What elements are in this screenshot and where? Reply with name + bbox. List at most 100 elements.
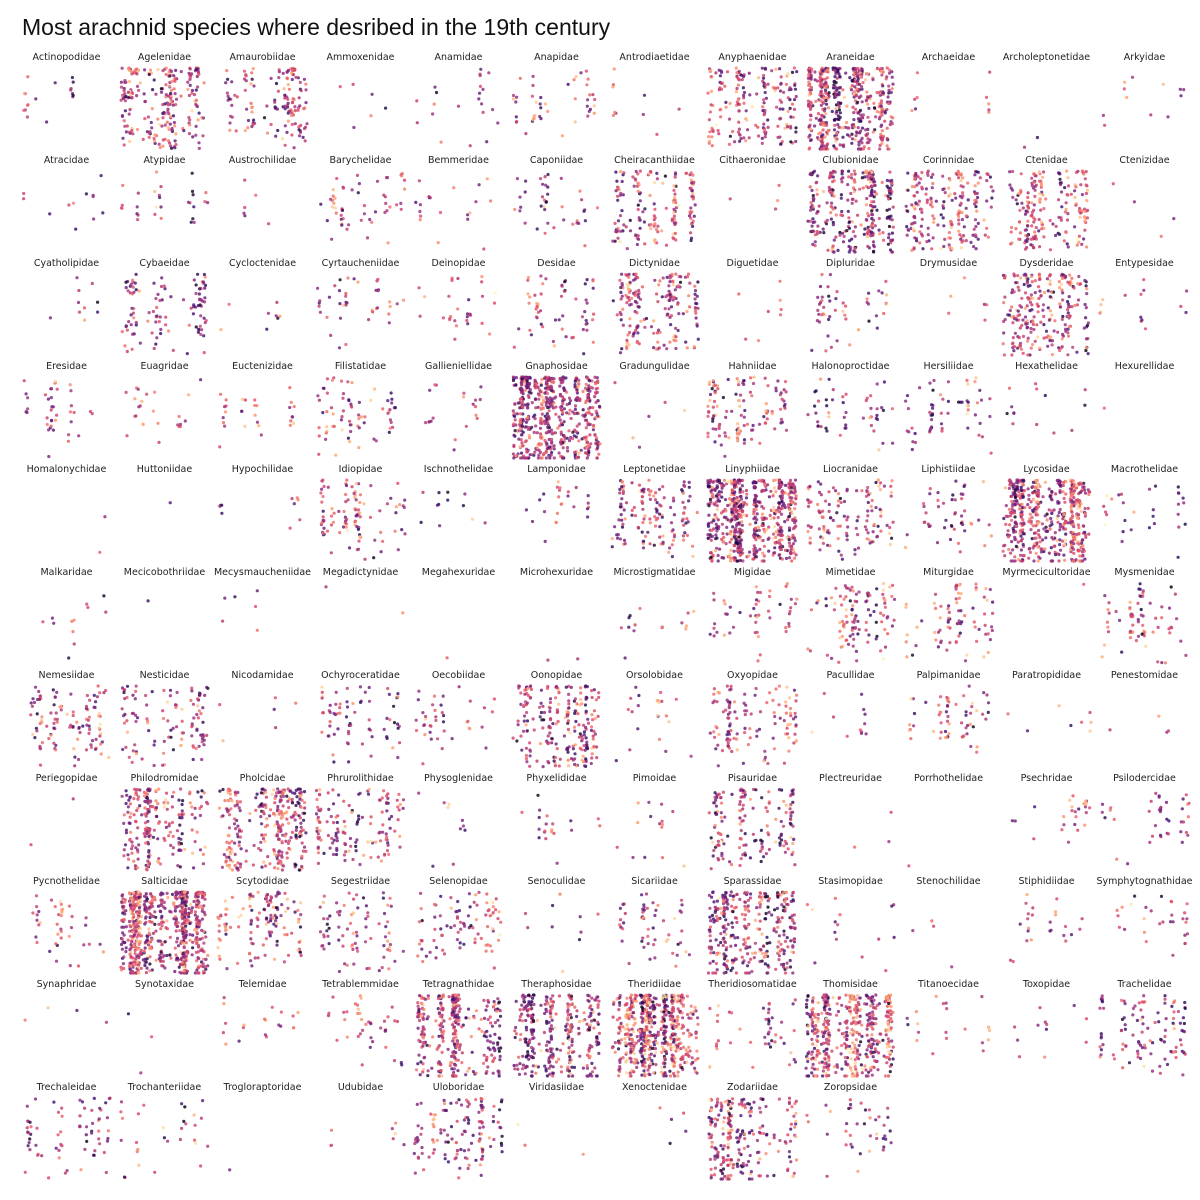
species-point: [779, 307, 783, 312]
species-point: [188, 67, 192, 71]
species-point: [221, 416, 225, 420]
species-point: [767, 495, 771, 499]
species-point: [283, 143, 287, 147]
species-point: [877, 448, 881, 452]
species-point: [169, 88, 174, 92]
species-point: [1060, 345, 1064, 349]
species-point: [437, 491, 441, 495]
species-point: [428, 196, 432, 200]
species-point: [715, 508, 719, 512]
species-point: [518, 444, 522, 449]
species-point: [920, 232, 924, 236]
species-point: [769, 489, 773, 493]
species-point: [1070, 305, 1074, 309]
species-point: [584, 451, 588, 455]
species-point: [782, 388, 786, 392]
species-point: [724, 434, 728, 438]
species-point: [738, 132, 742, 137]
species-point: [588, 433, 592, 437]
species-point: [584, 382, 588, 386]
species-point: [1046, 289, 1050, 293]
species-point: [887, 71, 892, 75]
species-point: [829, 345, 833, 349]
species-point: [419, 520, 423, 524]
species-point: [577, 221, 581, 225]
species-point: [757, 134, 761, 138]
species-point: [867, 171, 871, 176]
species-point: [135, 127, 139, 132]
panel-huttoniidae: Huttoniidae: [118, 464, 211, 564]
species-point: [683, 531, 687, 535]
species-point: [544, 431, 548, 435]
species-point: [718, 74, 722, 78]
species-point: [641, 487, 645, 491]
species-point: [554, 395, 558, 399]
species-point: [913, 440, 918, 445]
species-point: [643, 534, 648, 538]
species-point: [522, 380, 526, 384]
species-point: [338, 85, 342, 89]
panel-title-halonoproctidae: Halonoproctidae: [811, 361, 890, 372]
species-point: [438, 210, 443, 215]
species-point: [122, 89, 126, 93]
species-point: [1142, 278, 1146, 282]
species-point: [561, 410, 565, 415]
species-point: [683, 506, 687, 510]
species-point: [347, 398, 351, 403]
species-point: [379, 550, 383, 554]
species-point: [885, 184, 889, 188]
panel-title-actinopodidae: Actinopodidae: [32, 52, 101, 63]
panel-plot-anamidae: [415, 67, 500, 148]
species-point: [667, 284, 671, 288]
species-point: [206, 201, 210, 205]
species-point: [519, 205, 523, 209]
species-point: [154, 170, 159, 174]
species-point: [654, 491, 658, 495]
species-point: [816, 209, 820, 214]
species-point: [663, 400, 667, 404]
species-point: [714, 71, 718, 75]
species-point: [727, 117, 732, 121]
species-point: [538, 102, 542, 106]
species-point: [1050, 339, 1054, 343]
species-point: [707, 410, 711, 414]
species-point: [711, 379, 715, 383]
species-point: [884, 279, 888, 283]
species-point: [677, 312, 681, 316]
species-point: [321, 478, 325, 482]
species-point: [676, 204, 680, 208]
panel-plot-hahniidae: [706, 375, 789, 458]
species-point: [711, 417, 715, 421]
species-point: [560, 205, 564, 209]
species-point: [689, 236, 694, 240]
species-point: [762, 527, 766, 531]
species-point: [151, 309, 155, 314]
species-point: [910, 109, 914, 113]
species-point: [883, 119, 887, 123]
species-point: [337, 289, 342, 293]
species-point: [591, 406, 595, 410]
species-point: [558, 405, 562, 409]
species-point: [973, 380, 977, 384]
species-point: [868, 416, 872, 420]
species-point: [669, 521, 674, 525]
species-point: [656, 230, 660, 234]
species-point: [768, 513, 772, 517]
species-point: [580, 198, 584, 202]
species-point: [34, 97, 38, 101]
species-point: [642, 93, 647, 97]
species-point: [88, 409, 92, 414]
species-point: [1079, 211, 1083, 215]
species-point: [557, 415, 561, 419]
species-point: [540, 377, 544, 382]
species-point: [744, 337, 748, 341]
species-point: [131, 285, 135, 289]
species-point: [727, 436, 731, 440]
species-point: [889, 90, 893, 95]
species-point: [811, 199, 815, 203]
species-point: [724, 100, 728, 104]
species-point: [1023, 272, 1027, 276]
species-point: [762, 98, 766, 102]
species-point: [706, 404, 710, 408]
species-point: [592, 312, 596, 316]
